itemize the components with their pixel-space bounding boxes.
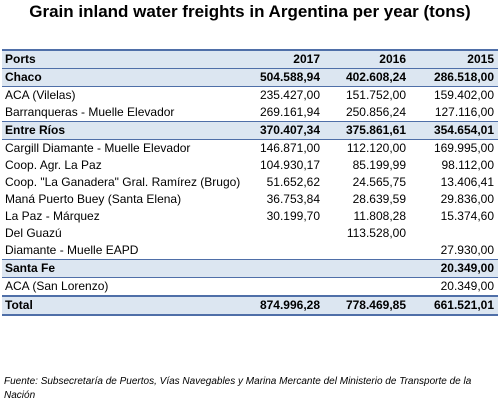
value-2017: 370.407,34 — [238, 121, 324, 140]
port-cell: Coop. Agr. La Paz — [5, 158, 102, 172]
value-2017 — [238, 278, 324, 297]
value-2016: 402.608,24 — [324, 68, 410, 87]
port-cell: Barranqueras - Muelle Elevador — [5, 105, 175, 119]
value-2017 — [238, 225, 324, 242]
port-cell: Coop. "La Ganadera" Gral. Ramírez (Brugo… — [5, 175, 241, 189]
header-2016: 2016 — [324, 49, 410, 69]
table-row: Del Guazú 113.528,00 — [2, 225, 498, 242]
port-cell: Chaco — [2, 68, 238, 87]
port-cell: Santa Fe — [2, 259, 238, 278]
table-row: ACA (Vilelas) 235.427,00 151.752,00 159.402… — [2, 87, 498, 105]
table-row: La Paz - Márquez 30.199,70 11.808,28 15.374… — [2, 208, 498, 225]
value-2017: 146.871,00 — [259, 141, 320, 155]
value-2016: 375.861,61 — [324, 121, 410, 140]
value-2016: 85.199,99 — [352, 158, 406, 172]
value-2015: 27.930,00 — [440, 243, 494, 257]
value-2017: 504.588,94 — [238, 68, 324, 87]
value-2016: 24.565,75 — [352, 175, 406, 189]
port-cell: Entre Ríos — [2, 121, 238, 140]
value-2016: 112.120,00 — [346, 141, 406, 155]
header-row: Ports 2017 2016 2015 — [2, 49, 498, 69]
table-row: Cargill Diamante - Muelle Elevador 146.87… — [2, 140, 498, 158]
value-2017 — [238, 259, 324, 278]
header-ports: Ports — [2, 49, 238, 69]
value-2016: 151.752,00 — [345, 88, 406, 102]
value-2015: 15.374,60 — [440, 209, 494, 223]
port-cell: Maná Puerto Buey (Santa Elena) — [5, 192, 182, 206]
table-row: ACA (San Lorenzo) 20.349,00 — [2, 278, 498, 297]
port-cell: Del Guazú — [5, 226, 62, 240]
value-2016 — [324, 259, 410, 278]
freight-table: Ports 2017 2016 2015 Chaco 504.588,94 402.… — [2, 49, 498, 316]
value-2017 — [238, 242, 324, 260]
total-row: Total 874.996,28 778.469,85 661.521,01 — [2, 295, 498, 316]
value-2016 — [324, 242, 410, 260]
value-2016 — [324, 278, 410, 297]
header-2017: 2017 — [238, 49, 324, 69]
value-2017: 36.753,84 — [266, 192, 320, 206]
value-2015: 20.349,00 — [410, 259, 498, 278]
value-2016: 250.856,24 — [345, 105, 406, 119]
value-2017: 51.652,62 — [266, 175, 320, 189]
value-2015: 127.116,00 — [434, 105, 494, 119]
value-2015: 98.112,00 — [441, 158, 495, 172]
table-row: Coop. "La Ganadera" Gral. Ramírez (Brugo… — [2, 174, 498, 191]
value-2016: 28.639,59 — [352, 192, 406, 206]
table-title: Grain inland water freights in Argentina… — [29, 2, 471, 21]
value-2016: 11.808,28 — [353, 209, 407, 223]
value-2017: 269.161,94 — [259, 105, 320, 119]
port-cell: Total — [2, 295, 238, 316]
value-2017: 104.930,17 — [259, 158, 320, 172]
value-2017: 874.996,28 — [238, 295, 324, 316]
table-row: Barranqueras - Muelle Elevador 269.161,94… — [2, 104, 498, 122]
value-2015: 13.406,41 — [440, 175, 494, 189]
value-2015: 20.349,00 — [440, 279, 494, 293]
value-2015: 159.402,00 — [433, 88, 494, 102]
table-row: Coop. Agr. La Paz 104.930,17 85.199,99 98.1… — [2, 157, 498, 174]
table-row: Diamante - Muelle EAPD 27.930,00 — [2, 242, 498, 260]
port-cell: ACA (San Lorenzo) — [5, 279, 109, 293]
table-row: Maná Puerto Buey (Santa Elena) 36.753,84 2… — [2, 191, 498, 208]
value-2016: 778.469,85 — [324, 295, 410, 316]
value-2015: 661.521,01 — [410, 295, 498, 316]
value-2015: 29.836,00 — [440, 192, 494, 206]
source-note: Fuente: Subsecretaría de Puertos, Vías N… — [4, 376, 472, 401]
header-2015: 2015 — [410, 49, 498, 69]
value-2017: 30.199,70 — [266, 209, 320, 223]
group-row: Santa Fe 20.349,00 — [2, 259, 498, 278]
value-2015 — [410, 225, 498, 242]
port-cell: ACA (Vilelas) — [5, 88, 76, 102]
port-cell: Cargill Diamante - Muelle Elevador — [5, 141, 191, 155]
value-2015: 169.995,00 — [433, 141, 494, 155]
value-2015: 286.518,00 — [410, 68, 498, 87]
port-cell: Diamante - Muelle EAPD — [5, 243, 139, 257]
group-row: Entre Ríos 370.407,34 375.861,61 354.654,01 — [2, 121, 498, 140]
value-2017: 235.427,00 — [259, 88, 320, 102]
value-2015: 354.654,01 — [410, 121, 498, 140]
port-cell: La Paz - Márquez — [5, 209, 100, 223]
value-2016: 113.528,00 — [346, 226, 406, 240]
group-row: Chaco 504.588,94 402.608,24 286.518,00 — [2, 68, 498, 87]
